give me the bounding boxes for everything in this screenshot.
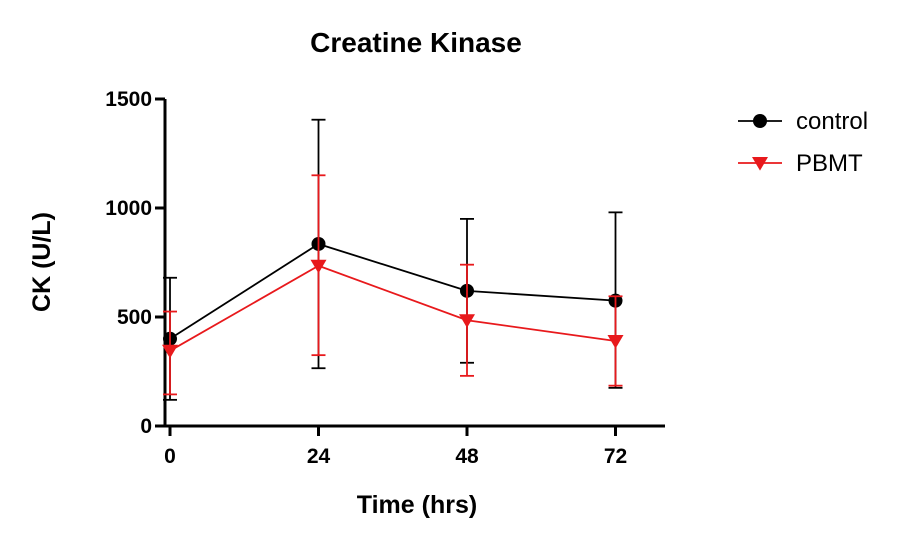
- legend-marker: [753, 114, 767, 128]
- y-axis-label: CK (U/L): [28, 212, 56, 312]
- data-point: [162, 344, 178, 359]
- legend-marker: [752, 157, 768, 171]
- legend-item: control: [738, 108, 868, 135]
- y-tick-label: 500: [117, 306, 152, 329]
- x-tick-label: 0: [164, 445, 176, 468]
- series-layer: [162, 118, 624, 401]
- legend-label: PBMT: [796, 150, 863, 177]
- data-point: [607, 334, 624, 349]
- y-tick-label: 0: [140, 415, 152, 438]
- legend-label: control: [796, 108, 868, 135]
- x-axis: 0 24 48 72: [164, 424, 665, 468]
- series-line: [169, 242, 616, 340]
- y-tick-label: 1000: [105, 197, 152, 220]
- y-tick-label: 1500: [105, 88, 152, 111]
- data-point: [459, 314, 475, 328]
- series-control: [163, 118, 623, 401]
- x-axis-label: Time (hrs): [357, 491, 477, 519]
- x-tick-label: 72: [604, 445, 627, 468]
- legend: control PBMT: [738, 108, 868, 177]
- x-tick-label: 24: [307, 445, 331, 468]
- data-point: [310, 259, 327, 274]
- x-tick-label: 48: [455, 445, 479, 468]
- legend-item: PBMT: [738, 150, 863, 177]
- chart-title: Creatine Kinase: [310, 27, 522, 58]
- series-PBMT: [162, 174, 624, 396]
- y-axis: 0 500 1000 1500: [105, 88, 167, 438]
- series-line: [169, 264, 616, 352]
